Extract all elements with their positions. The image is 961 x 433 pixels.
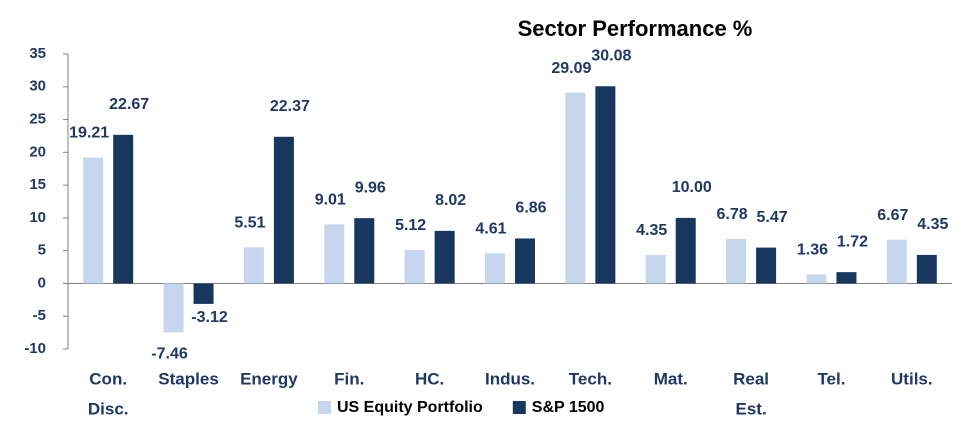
bar: [113, 134, 134, 284]
bar: [595, 86, 616, 284]
x-tick-label: Utils.: [891, 369, 933, 388]
bar: [404, 249, 425, 284]
bar: [836, 272, 857, 284]
bar: [273, 136, 294, 284]
value-label: 29.09: [551, 60, 591, 77]
legend-label: US Equity Portfolio: [337, 399, 483, 416]
y-tick-label: 35: [29, 45, 46, 62]
bar: [83, 157, 104, 284]
value-label: 9.01: [315, 192, 346, 209]
y-tick-label: 0: [38, 274, 46, 291]
value-label: 4.61: [475, 220, 506, 237]
value-label: -3.12: [191, 309, 228, 326]
x-tick-label: Energy: [240, 369, 298, 388]
bar: [675, 217, 696, 284]
y-tick-label: 10: [29, 209, 46, 226]
y-tick-label: -10: [24, 340, 46, 357]
value-label: 30.08: [591, 47, 631, 64]
y-tick-label: -5: [33, 307, 46, 324]
bar: [645, 254, 666, 284]
x-tick-label: Mat.: [654, 369, 688, 388]
legend-swatch: [512, 401, 526, 414]
value-label: 1.72: [837, 233, 868, 250]
value-label: 6.86: [515, 200, 546, 217]
bar: [243, 247, 264, 284]
bar: [756, 247, 777, 284]
y-tick-label: 20: [29, 143, 46, 160]
legend-swatch: [318, 401, 331, 414]
value-label: 8.02: [435, 192, 466, 209]
y-tick-label: 5: [38, 242, 46, 259]
chart-title: Sector Performance %: [518, 16, 753, 41]
y-tick-label: 30: [29, 78, 46, 95]
legend-label: S&P 1500: [532, 399, 605, 416]
bar: [886, 239, 907, 284]
value-label: 6.67: [877, 207, 908, 224]
bar: [354, 218, 375, 284]
x-tick-label: Real: [733, 369, 769, 388]
bar: [806, 274, 827, 284]
value-label: 9.96: [355, 179, 386, 196]
bar: [324, 224, 345, 284]
x-tick-label: Tel.: [817, 369, 845, 388]
x-tick-label: Fin.: [334, 369, 364, 388]
y-tick-label: 15: [29, 176, 46, 193]
bar: [565, 92, 586, 284]
value-label: 1.36: [797, 242, 828, 259]
value-label: 5.51: [234, 215, 265, 232]
value-label: 22.67: [109, 96, 149, 113]
value-label: -7.46: [151, 346, 188, 363]
x-tick-label: Est.: [735, 399, 766, 418]
bar: [434, 230, 455, 284]
x-tick-label: Staples: [158, 369, 218, 388]
bar: [515, 238, 535, 284]
value-label: 4.35: [636, 222, 667, 239]
value-label: 22.37: [270, 98, 310, 115]
value-label: 5.47: [757, 209, 788, 226]
y-tick-label: 25: [29, 111, 46, 128]
bar: [726, 238, 747, 284]
x-tick-label: Tech.: [569, 369, 612, 388]
value-label: 10.00: [672, 179, 712, 196]
x-tick-label: HC.: [415, 369, 444, 388]
value-label: 6.78: [717, 206, 748, 223]
x-tick-label: Disc.: [88, 399, 129, 418]
x-tick-label: Indus.: [485, 369, 535, 388]
value-label: 5.12: [395, 217, 426, 234]
bar: [485, 253, 505, 284]
bar: [916, 254, 937, 284]
bar: [193, 283, 214, 304]
value-label: 19.21: [69, 125, 109, 142]
bar: [163, 283, 184, 333]
x-tick-label: Con.: [89, 369, 127, 388]
value-label: 4.35: [917, 216, 948, 233]
